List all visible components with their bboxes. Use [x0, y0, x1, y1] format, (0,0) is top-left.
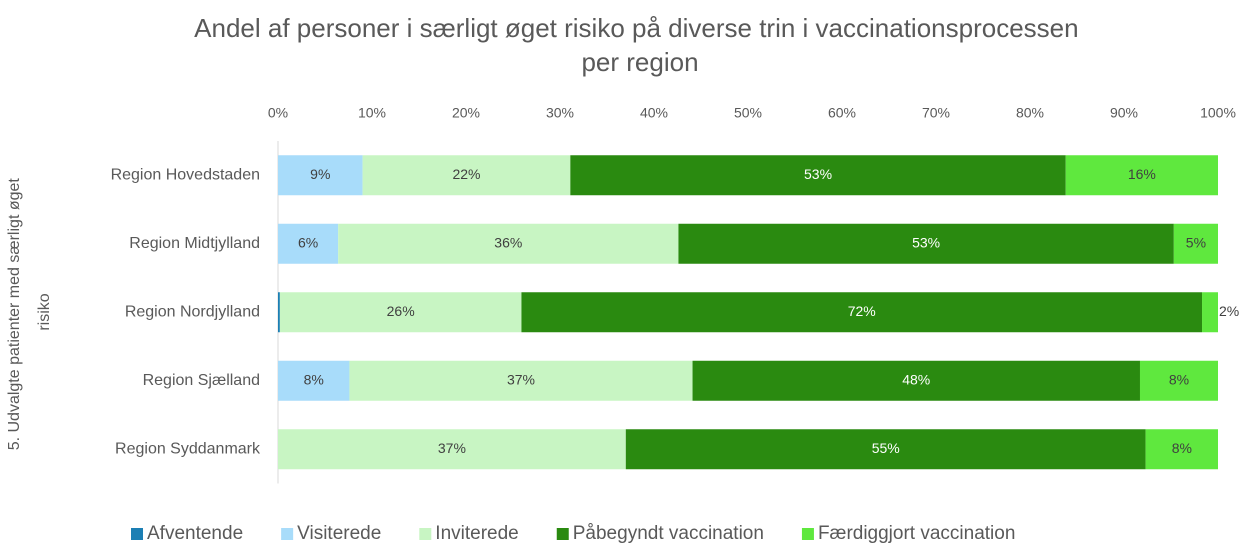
bar-segment [1139, 360, 1218, 401]
bar-segment [521, 292, 1203, 333]
data-label: 53% [804, 166, 832, 182]
legend-swatch [131, 528, 143, 540]
data-label: 55% [872, 440, 900, 456]
bar-segment [362, 155, 571, 196]
bar-segment [279, 292, 522, 333]
data-label: 37% [438, 440, 466, 456]
y-tick-label: Region Syddanmark [115, 440, 261, 457]
bar-segment [338, 223, 679, 264]
y-axis-title: 5. Udvalgte patienter med særligt øget r… [6, 174, 53, 451]
bar-segment [1145, 429, 1218, 470]
legend-label: Visiterede [297, 523, 381, 544]
x-tick-label: 0% [268, 105, 288, 121]
y-tick-label: Region Hovedstaden [111, 166, 260, 183]
legend-label: Afventende [147, 523, 243, 544]
legend-swatch [801, 528, 814, 540]
bar-segment [692, 360, 1140, 401]
data-label: 8% [1169, 371, 1189, 387]
legend-swatch [419, 528, 432, 540]
data-label: 6% [298, 234, 318, 250]
x-tick-label: 100% [1200, 105, 1236, 121]
bar-segment [278, 429, 626, 470]
legend-label: Påbegyndt vaccination [573, 523, 764, 544]
bar-segment [1065, 155, 1218, 196]
bar-segment [678, 223, 1174, 264]
data-label: 2% [1219, 303, 1239, 319]
x-tick-label: 70% [922, 105, 950, 121]
data-label: 16% [1128, 166, 1156, 182]
x-tick-label: 60% [828, 105, 856, 121]
x-tick-label: 90% [1110, 105, 1138, 121]
data-label: 26% [387, 303, 415, 319]
x-tick-label: 20% [452, 105, 480, 121]
data-label: 53% [912, 234, 940, 250]
bar-segment [349, 360, 693, 401]
data-label: 48% [902, 371, 930, 387]
legend-label: Inviterede [435, 523, 518, 544]
bar-segment [278, 292, 280, 333]
x-tick-label: 30% [546, 105, 574, 121]
bar-segment [278, 155, 363, 196]
data-label: 37% [507, 371, 535, 387]
y-tick-label: Region Midtjylland [129, 235, 260, 252]
bar-segment [1202, 292, 1218, 333]
data-label: 9% [310, 166, 330, 182]
data-label: 5% [1186, 234, 1206, 250]
x-tick-label: 10% [358, 105, 386, 121]
bar-segment [278, 360, 350, 401]
data-label: 8% [304, 371, 324, 387]
x-tick-label: 80% [1016, 105, 1044, 121]
legend-swatch [556, 528, 569, 540]
bar-segment [570, 155, 1066, 196]
legend-label: Færdiggjort vaccination [818, 523, 1015, 544]
data-label: 36% [494, 234, 522, 250]
y-tick-label: Region Sjælland [143, 372, 260, 389]
y-tick-label: Region Nordjylland [125, 303, 260, 320]
bar-segment [278, 223, 339, 264]
x-tick-label: 40% [640, 105, 668, 121]
bar-segment [1173, 223, 1218, 264]
data-label: 8% [1172, 440, 1192, 456]
data-label: 72% [848, 303, 876, 319]
x-tick-label: 50% [734, 105, 762, 121]
legend-swatch [281, 528, 294, 540]
chart-title: Andel af personer i særligt øget risiko … [194, 13, 1086, 77]
bar-segment [625, 429, 1146, 470]
data-label: 22% [452, 166, 480, 182]
